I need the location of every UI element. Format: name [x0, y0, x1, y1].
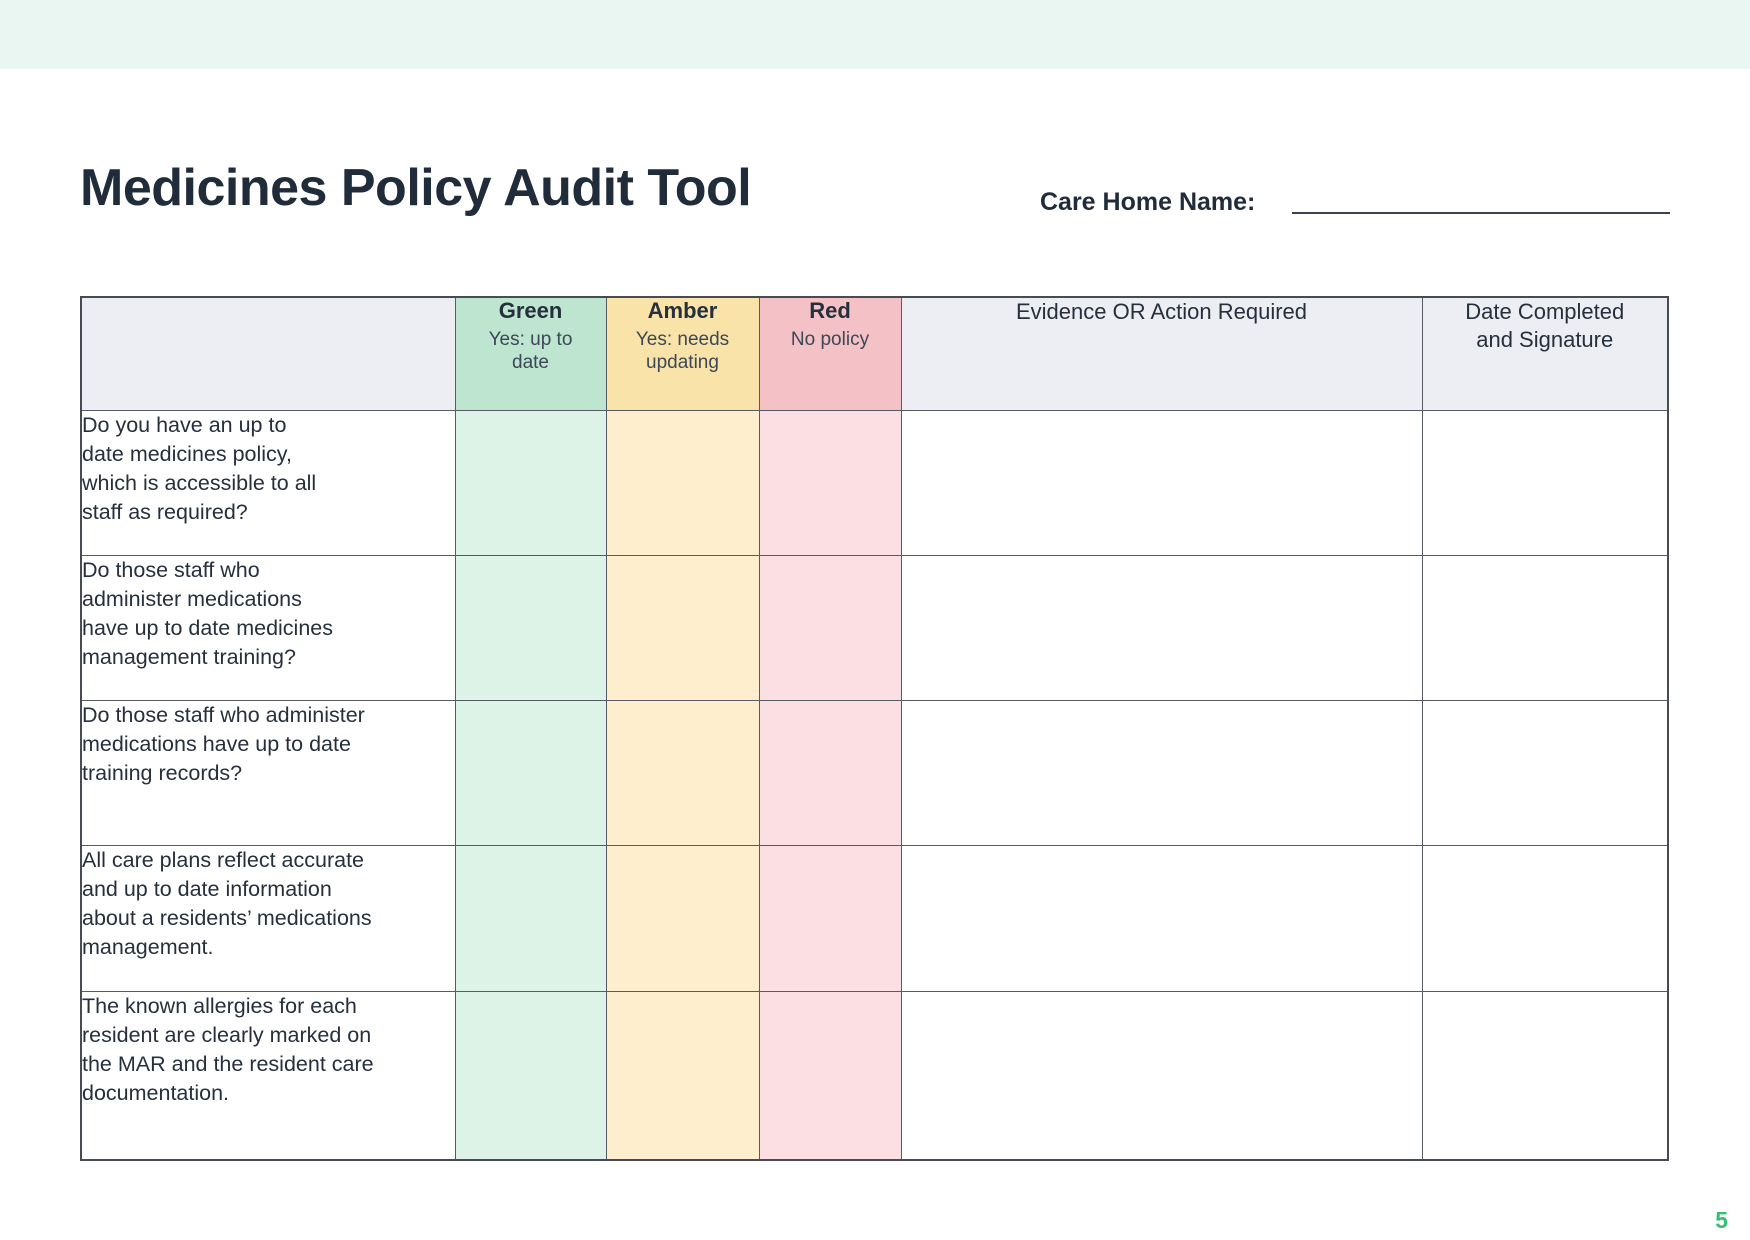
- row-2-green-cell[interactable]: [454, 699, 607, 846]
- page-number: 5: [1715, 1207, 1728, 1233]
- question-cell: The known allergies for each resident ar…: [80, 990, 456, 1161]
- red-header-sub: No policy: [790, 329, 870, 350]
- header-amber-cell: Amber Yes: needs updating: [605, 296, 760, 411]
- header-red-cell: Red No policy: [758, 296, 902, 411]
- red-header-label: Red: [809, 298, 851, 323]
- row-4-date-cell[interactable]: [1421, 990, 1669, 1161]
- question-cell: Do those staff who administer medication…: [80, 554, 456, 701]
- row-2-date-cell[interactable]: [1421, 699, 1669, 846]
- care-home-name-label: Care Home Name:: [1040, 188, 1256, 216]
- table-row: The known allergies for each resident ar…: [80, 990, 1669, 1161]
- row-2-amber-cell[interactable]: [605, 699, 760, 846]
- table-row: Do you have an up to date medicines poli…: [80, 409, 1669, 556]
- table-row: All care plans reflect accurate and up t…: [80, 844, 1669, 992]
- question-cell: Do those staff who administer medication…: [80, 699, 456, 846]
- row-0-red-cell[interactable]: [758, 409, 902, 556]
- row-1-amber-cell[interactable]: [605, 554, 760, 701]
- header-row: Green Yes: up to date Amber Yes: needs u…: [80, 296, 1669, 411]
- row-1-date-cell[interactable]: [1421, 554, 1669, 701]
- header-date-cell: Date Completed and Signature: [1421, 296, 1669, 411]
- audit-table: Green Yes: up to date Amber Yes: needs u…: [80, 296, 1669, 1161]
- care-home-name-blank-line[interactable]: [1292, 212, 1670, 214]
- row-4-amber-cell[interactable]: [605, 990, 760, 1161]
- row-3-amber-cell[interactable]: [605, 844, 760, 992]
- row-0-green-cell[interactable]: [454, 409, 607, 556]
- row-3-evidence-cell[interactable]: [900, 844, 1423, 992]
- header-question-cell: [80, 296, 456, 411]
- row-4-evidence-cell[interactable]: [900, 990, 1423, 1161]
- row-0-date-cell[interactable]: [1421, 409, 1669, 556]
- amber-header-label: Amber: [647, 298, 718, 323]
- question-cell: Do you have an up to date medicines poli…: [80, 409, 456, 556]
- date-header-label: Date Completed and Signature: [1465, 299, 1625, 352]
- green-header-sub: Yes: up to date: [488, 329, 573, 373]
- row-3-date-cell[interactable]: [1421, 844, 1669, 992]
- table-row: Do those staff who administer medication…: [80, 699, 1669, 846]
- row-1-evidence-cell[interactable]: [900, 554, 1423, 701]
- row-0-evidence-cell[interactable]: [900, 409, 1423, 556]
- question-cell: All care plans reflect accurate and up t…: [80, 844, 456, 992]
- header-green-cell: Green Yes: up to date: [454, 296, 607, 411]
- row-4-green-cell[interactable]: [454, 990, 607, 1161]
- top-accent-bar: [0, 0, 1750, 69]
- row-1-green-cell[interactable]: [454, 554, 607, 701]
- evidence-header-label: Evidence OR Action Required: [1015, 299, 1308, 324]
- page-title: Medicines Policy Audit Tool: [80, 159, 752, 217]
- row-1-red-cell[interactable]: [758, 554, 902, 701]
- table-row: Do those staff who administer medication…: [80, 554, 1669, 701]
- row-4-red-cell[interactable]: [758, 990, 902, 1161]
- amber-header-sub: Yes: needs updating: [635, 329, 730, 373]
- green-header-label: Green: [498, 298, 563, 323]
- row-2-red-cell[interactable]: [758, 699, 902, 846]
- row-3-red-cell[interactable]: [758, 844, 902, 992]
- row-0-amber-cell[interactable]: [605, 409, 760, 556]
- row-3-green-cell[interactable]: [454, 844, 607, 992]
- row-2-evidence-cell[interactable]: [900, 699, 1423, 846]
- header-evidence-cell: Evidence OR Action Required: [900, 296, 1423, 411]
